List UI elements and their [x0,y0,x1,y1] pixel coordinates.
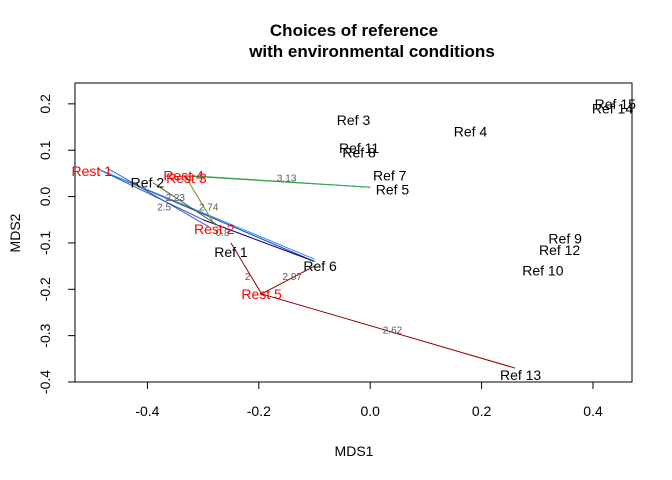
edge-layer [97,168,516,369]
point-label-rest-5: Rest 5 [241,286,282,302]
chart-title: Choices of reference [270,21,438,40]
point-label-ref-15: Ref 15 [595,96,636,112]
edge-line [152,182,221,228]
point-label-ref-8: Ref 8 [342,145,376,161]
point-label-ref-1: Ref 1 [214,244,248,260]
y-tick-label: -0.4 [37,370,53,394]
point-label-ref-3: Ref 3 [337,112,371,128]
point-label-rest-2: Rest 2 [194,221,235,237]
y-tick-label: 0.2 [37,94,53,114]
x-tick-label: 0.2 [472,403,492,419]
x-tick-label: -0.2 [247,403,271,419]
edge-line [261,265,315,295]
point-label-ref-12: Ref 12 [539,242,580,258]
edge-line [202,219,315,262]
edge-line [261,293,516,369]
edge-line [97,168,204,221]
plot-frame [74,82,633,383]
x-axis-label: MDS1 [335,443,374,459]
y-tick-label: 0.0 [37,187,53,207]
edge-label: 2.74 [199,202,219,213]
point-label-ref-9: Ref 9 [548,230,582,246]
point-label-ref-4: Ref 4 [454,124,488,140]
edge-line [230,242,263,295]
y-axis-label: MDS2 [7,213,23,252]
edge-label: 3.13 [277,174,297,185]
edge-label: 2.97 [282,272,302,283]
y-tick-label: 0.1 [37,140,53,160]
edge-label: 2.23 [166,193,186,204]
point-label-rest-1: Rest 1 [71,163,112,179]
x-tick-label: 0.4 [583,403,603,419]
y-tick-label: -0.3 [37,323,53,347]
y-axis: -0.4 -0.3 -0.2 -0.1 0.0 0.1 0.2 [37,94,75,394]
point-label-rest-3: Rest 3 [166,170,207,186]
y-tick-label: -0.2 [37,277,53,301]
edge-label: 2 [245,272,251,283]
x-tick-label: -0.4 [135,403,159,419]
point-label-ref-6: Ref 6 [303,258,337,274]
edge-line [191,175,371,188]
point-label-ref-10: Ref 10 [522,263,563,279]
y-tick-label: -0.1 [37,231,53,255]
point-label-ref-13: Ref 13 [500,367,541,383]
point-label-ref-14: Ref 14 [592,100,633,116]
point-label-ref-5: Ref 5 [376,182,410,198]
edge-line [108,168,209,228]
x-axis: -0.4 -0.2 0.0 0.2 0.4 [135,382,603,419]
edge-label: 2.5 [157,202,171,213]
edge-line [185,177,215,225]
point-label-ref-11: Ref 11 [339,140,379,156]
point-label-rest-4: Rest 4 [163,168,204,184]
edge-label-layer: 2.52.23 3.13 0.8 2.74 2 2.97 2.62 [157,174,402,337]
chart-subtitle: with environmental conditions [248,42,495,61]
point-label-ref-2: Ref 2 [131,175,165,191]
x-tick-label: 0.0 [360,403,380,419]
edge-label: 2.62 [383,325,403,336]
point-label-ref-7: Ref 7 [373,168,407,184]
edge-line [97,168,315,260]
edge-label: 0.8 [216,228,230,239]
